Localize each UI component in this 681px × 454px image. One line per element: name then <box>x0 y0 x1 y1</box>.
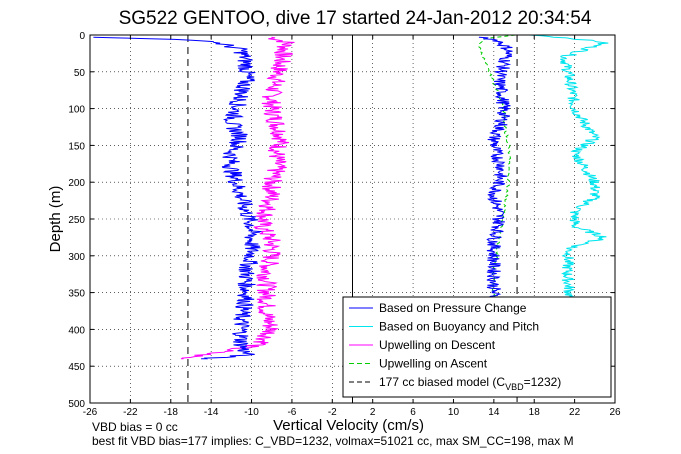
legend: Based on Pressure Change Based on Buoyanc… <box>342 296 612 398</box>
y-tick-label-6: 300 <box>68 252 85 263</box>
x-tick-label-10: 14 <box>488 407 500 418</box>
y-tick-label-8: 400 <box>68 325 85 336</box>
y-tick-label-10: 500 <box>68 399 85 410</box>
x-tick-label-1: -22 <box>123 407 138 418</box>
y-tick-label-7: 350 <box>68 289 85 300</box>
y-tick-label-5: 250 <box>68 215 85 226</box>
best-fit-note: best fit VBD bias=177 implies: C_VBD=123… <box>92 434 574 448</box>
y-axis-label: Depth (m) <box>47 186 64 253</box>
y-tick-label-4: 200 <box>68 178 85 189</box>
y-tick-label-2: 100 <box>68 105 85 116</box>
series-buoyancy-pitch <box>529 34 609 301</box>
vbd-bias-note: VBD bias = 0 cc <box>92 420 178 434</box>
x-tick-label-7: 2 <box>370 407 376 418</box>
x-tick-label-13: 26 <box>609 407 621 418</box>
x-tick-label-6: -2 <box>328 407 337 418</box>
y-tick-label-9: 450 <box>68 362 85 373</box>
x-tick-label-2: -18 <box>164 407 179 418</box>
x-tick-label-5: -6 <box>287 407 296 418</box>
x-tick-label-3: -14 <box>204 407 219 418</box>
x-tick-label-8: 6 <box>410 407 416 418</box>
legend-label-1: Based on Buoyancy and Pitch <box>379 320 539 334</box>
x-tick-label-12: 22 <box>569 407 581 418</box>
x-tick-label-4: -10 <box>244 407 259 418</box>
x-axis-label: Vertical Velocity (cm/s) <box>273 417 424 434</box>
x-tick-label-11: 18 <box>529 407 541 418</box>
y-axis-ticks: 0 50 100 150 200 250 300 350 400 450 500 <box>68 31 615 410</box>
series-upwelling-descent <box>180 36 295 360</box>
y-tick-label-3: 150 <box>68 141 85 152</box>
legend-label-2: Upwelling on Descent <box>379 338 496 352</box>
legend-label-0: Based on Pressure Change <box>379 301 527 315</box>
legend-label-3: Upwelling on Ascent <box>379 357 488 371</box>
x-axis-ticks: -26 -22 -18 -14 -10 -6 -2 2 6 10 14 18 22 26 <box>83 35 621 418</box>
series-pressure-change-descent <box>93 36 262 360</box>
x-tick-label-0: -26 <box>83 407 98 418</box>
x-tick-label-9: 10 <box>448 407 460 418</box>
y-tick-label-0: 0 <box>79 31 85 42</box>
chart-title: SG522 GENTOO, dive 17 started 24-Jan-201… <box>119 8 592 29</box>
legend-box <box>342 296 612 398</box>
legend-label-4: 177 cc biased model (CVBD=1232) <box>379 375 561 392</box>
y-tick-label-1: 50 <box>74 68 86 79</box>
